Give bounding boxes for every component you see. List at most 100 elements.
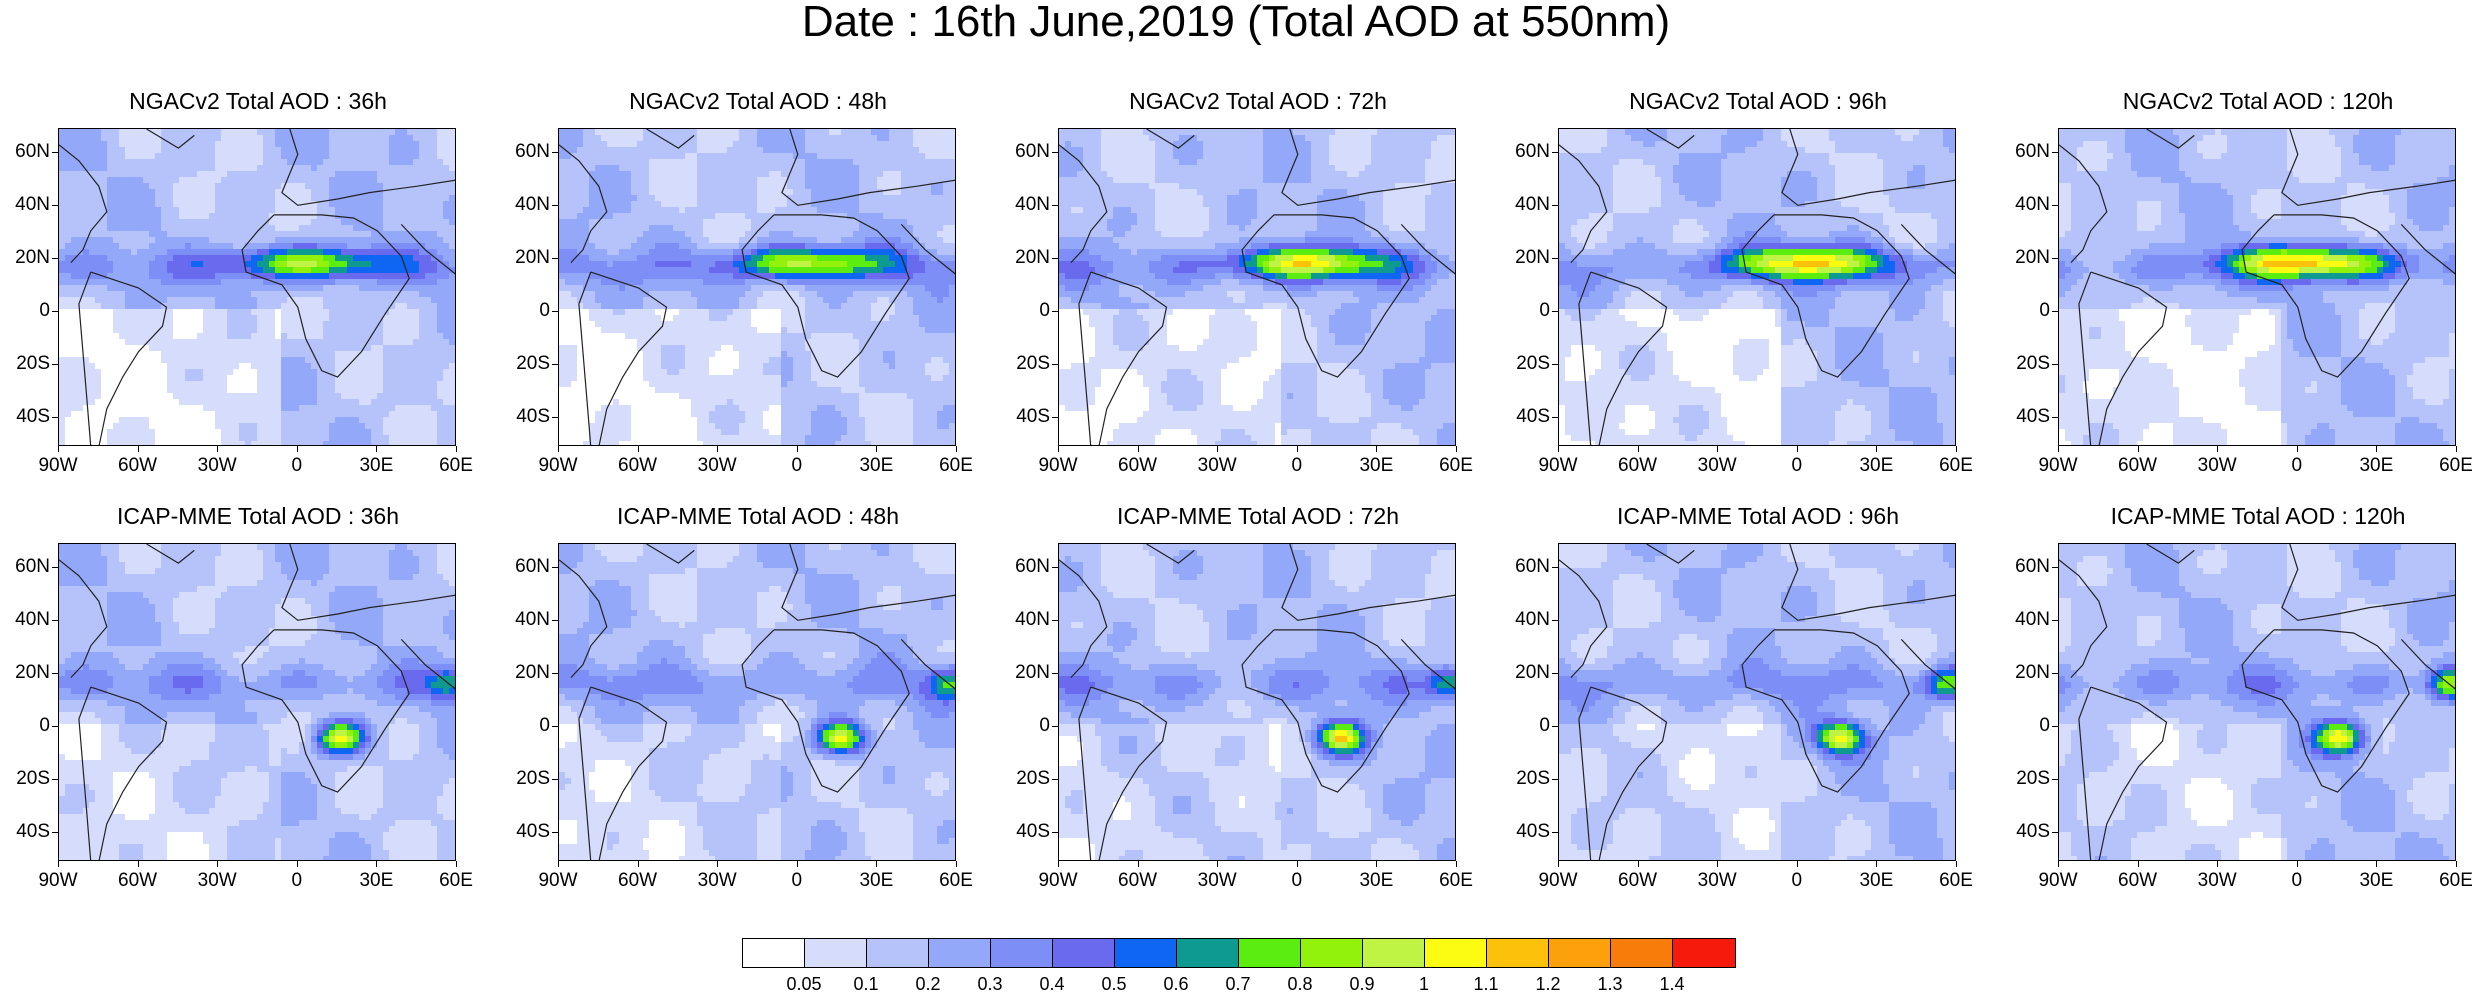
aod-map bbox=[559, 129, 955, 445]
colorbar-label: 1.2 bbox=[1518, 974, 1578, 994]
lat-tick-label: 20S bbox=[0, 354, 50, 374]
coastline bbox=[2400, 638, 2455, 690]
lat-tick-label: 20N bbox=[1500, 248, 1550, 268]
lat-tick-label: 20N bbox=[2000, 248, 2050, 268]
coastline bbox=[2241, 214, 2410, 378]
coastline bbox=[1078, 686, 1092, 860]
lat-tick-label: 60N bbox=[0, 142, 50, 162]
panel-title: ICAP-MME Total AOD : 72h bbox=[998, 503, 1518, 529]
lon-tick-label: 90W bbox=[28, 456, 88, 476]
aod-map bbox=[1559, 129, 1955, 445]
coastline bbox=[559, 559, 608, 679]
colorbar-box bbox=[1115, 939, 1177, 967]
coastline bbox=[281, 544, 455, 621]
coastline bbox=[646, 544, 695, 564]
lat-tick-label: 0 bbox=[500, 301, 550, 321]
lon-tick-label: 30W bbox=[187, 871, 247, 891]
coastline bbox=[1559, 559, 1608, 679]
map-frame bbox=[2058, 128, 2456, 446]
coastline bbox=[900, 638, 955, 690]
lon-tick-label: 30E bbox=[1346, 456, 1406, 476]
coastline bbox=[578, 686, 592, 860]
colorbar bbox=[742, 938, 1736, 968]
lon-tick-label: 30W bbox=[2187, 871, 2247, 891]
coastline bbox=[1646, 129, 1695, 149]
colorbar-label: 0.05 bbox=[774, 974, 834, 994]
coastline bbox=[1900, 638, 1955, 690]
lon-tick-label: 0 bbox=[2267, 456, 2327, 476]
coastline bbox=[90, 271, 168, 445]
colorbar-box bbox=[867, 939, 929, 967]
coastline bbox=[2146, 544, 2195, 564]
coastline bbox=[741, 214, 910, 378]
lon-tick-label: 0 bbox=[1267, 871, 1327, 891]
colorbar-box bbox=[1673, 939, 1735, 967]
coastline bbox=[1400, 638, 1455, 690]
lon-tick-label: 0 bbox=[1767, 456, 1827, 476]
aod-map bbox=[59, 544, 455, 860]
map-frame bbox=[1058, 543, 1456, 861]
coastline bbox=[1078, 271, 1092, 445]
coastline bbox=[1090, 686, 1168, 860]
coastline bbox=[2400, 223, 2455, 275]
lon-tick-label: 90W bbox=[2028, 456, 2088, 476]
lat-tick-label: 20N bbox=[500, 663, 550, 683]
lon-tick-label: 0 bbox=[267, 456, 327, 476]
panel-title: NGACv2 Total AOD : 96h bbox=[1498, 88, 2018, 114]
lon-tick-label: 60E bbox=[1926, 456, 1986, 476]
lon-tick-label: 30W bbox=[1687, 871, 1747, 891]
lat-tick-label: 20S bbox=[2000, 354, 2050, 374]
coastline bbox=[646, 129, 695, 149]
lat-tick-label: 0 bbox=[1000, 716, 1050, 736]
lat-tick-label: 20N bbox=[1000, 663, 1050, 683]
coastline bbox=[90, 686, 168, 860]
map-frame bbox=[558, 128, 956, 446]
coastline bbox=[1900, 223, 1955, 275]
coastline bbox=[781, 544, 955, 621]
lon-tick-label: 60W bbox=[1108, 456, 1168, 476]
map-frame bbox=[1058, 128, 1456, 446]
panel-title: NGACv2 Total AOD : 48h bbox=[498, 88, 1018, 114]
colorbar-box bbox=[929, 939, 991, 967]
colorbar-box bbox=[1177, 939, 1239, 967]
colorbar-label: 0.8 bbox=[1270, 974, 1330, 994]
lat-tick-label: 20S bbox=[1000, 354, 1050, 374]
lat-tick-label: 40N bbox=[1000, 195, 1050, 215]
lat-tick-label: 40S bbox=[2000, 822, 2050, 842]
lat-tick-label: 60N bbox=[1500, 142, 1550, 162]
colorbar-label: 0.2 bbox=[898, 974, 958, 994]
lat-tick-label: 40S bbox=[1500, 407, 1550, 427]
coastline bbox=[1781, 129, 1955, 206]
lat-tick-label: 40N bbox=[1500, 610, 1550, 630]
coastline bbox=[2059, 144, 2108, 264]
coastline bbox=[1590, 271, 1668, 445]
coastline bbox=[2090, 686, 2168, 860]
lat-tick-label: 0 bbox=[0, 716, 50, 736]
coastline bbox=[78, 271, 92, 445]
coastline bbox=[2090, 271, 2168, 445]
coastline bbox=[1559, 144, 1608, 264]
coastline bbox=[78, 686, 92, 860]
colorbar-box bbox=[1549, 939, 1611, 967]
lon-tick-label: 90W bbox=[1028, 871, 1088, 891]
coastline bbox=[559, 144, 608, 264]
coastline bbox=[59, 559, 108, 679]
coastline bbox=[241, 214, 410, 378]
colorbar-label: 0.7 bbox=[1208, 974, 1268, 994]
lon-tick-label: 90W bbox=[1528, 456, 1588, 476]
coastline bbox=[1059, 144, 1108, 264]
colorbar-box bbox=[1239, 939, 1301, 967]
lon-tick-label: 60W bbox=[108, 871, 168, 891]
lat-tick-label: 0 bbox=[1500, 716, 1550, 736]
aod-map bbox=[2059, 129, 2455, 445]
lat-tick-label: 40N bbox=[1000, 610, 1050, 630]
colorbar-label: 1.3 bbox=[1580, 974, 1640, 994]
colorbar-box bbox=[805, 939, 867, 967]
colorbar-label: 1.1 bbox=[1456, 974, 1516, 994]
coastline bbox=[2146, 129, 2195, 149]
lat-tick-label: 60N bbox=[2000, 142, 2050, 162]
coastline bbox=[146, 544, 195, 564]
coastline bbox=[1059, 559, 1108, 679]
lon-tick-label: 90W bbox=[28, 871, 88, 891]
aod-map bbox=[1559, 544, 1955, 860]
